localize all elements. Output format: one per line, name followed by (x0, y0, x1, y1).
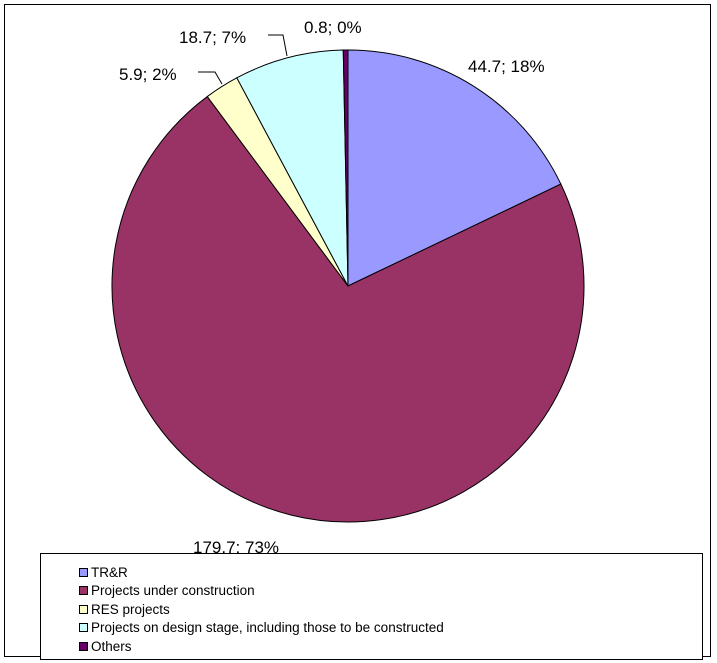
legend-label: RES projects (91, 601, 170, 617)
data-label-design-stage: 18.7; 7% (179, 28, 246, 47)
legend-label: Projects on design stage, including thos… (91, 620, 444, 636)
pie-slice-projects-under-construction (111, 95, 585, 523)
legend-swatch (79, 586, 88, 596)
pie-slice-trr (347, 49, 562, 287)
pie-slices (111, 49, 585, 523)
pie-slice-others (342, 49, 349, 287)
legend-item-design-stage: Projects on design stage, including thos… (79, 619, 702, 638)
legend-item-others: Others (79, 637, 702, 656)
legend-swatch (79, 604, 88, 614)
leader-line-res-projects (198, 71, 223, 85)
legend-item-res-projects: RES projects (79, 600, 702, 619)
pie-slice-design-stage (236, 49, 349, 287)
data-label-res-projects: 5.9; 2% (119, 65, 177, 84)
legend-item-trr: TR&R (79, 563, 702, 582)
legend-item-projects-under-construction: Projects under construction (79, 582, 702, 601)
legend-label: Others (91, 638, 132, 654)
data-label-projects-under-construction: 179.7; 73% (193, 538, 279, 557)
data-label-trr: 44.7; 18% (468, 57, 545, 76)
pie-data-labels: 44.7; 18% 179.7; 73% 5.9; 2% 18.7; 7% 0.… (119, 18, 545, 557)
legend-swatch (79, 567, 88, 577)
data-label-others: 0.8; 0% (304, 18, 362, 37)
leader-line-design-stage (268, 34, 288, 57)
label-leader-lines (198, 34, 288, 85)
legend-swatch (79, 623, 88, 633)
legend: TR&R Projects under construction RES pro… (40, 553, 703, 660)
legend-swatch (79, 641, 88, 651)
legend-label: TR&R (91, 564, 128, 580)
legend-label: Projects under construction (91, 583, 255, 599)
